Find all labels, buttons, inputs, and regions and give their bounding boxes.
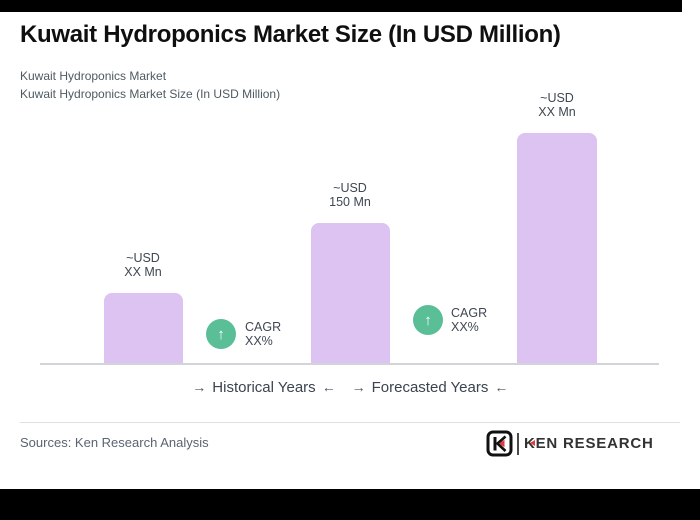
- logo-wordmark: KEN RESEARCH: [524, 435, 654, 452]
- up-arrow-glyph: ↑: [217, 325, 225, 343]
- cagr1-line1: CAGR: [245, 320, 282, 334]
- bar1-label-line1: ~USD: [126, 251, 160, 265]
- ken-research-logo: KEN RESEARCH: [486, 429, 654, 458]
- left-arrow-icon: ←: [321, 379, 336, 395]
- ken-logo-icon: [486, 430, 513, 457]
- cagr2-line1: CAGR: [451, 306, 488, 320]
- right-arrow-icon: →: [351, 379, 366, 395]
- footer-divider: [20, 422, 680, 423]
- axis-label-text: Historical Years: [212, 379, 316, 396]
- logo-wordmark-text: KEN RESEARCH: [524, 435, 654, 452]
- subtitle-line-1: Kuwait Hydroponics Market: [20, 69, 167, 83]
- cagr-up-arrow-icon: ↑: [206, 319, 236, 349]
- bar3-label-line2: XX Mn: [538, 105, 576, 119]
- cagr-up-arrow-icon: ↑: [413, 305, 443, 335]
- logo-k-red-accent-icon: [529, 439, 535, 446]
- sources-text: Sources: Ken Research Analysis: [20, 435, 209, 450]
- bar1-label-line2: XX Mn: [124, 265, 162, 279]
- cagr-badge-historical: CAGR XX%: [245, 320, 281, 348]
- chart-subtitle: Kuwait Hydroponics Market Kuwait Hydropo…: [20, 67, 280, 103]
- left-arrow-icon: ←: [494, 379, 509, 395]
- right-arrow-icon: →: [192, 379, 207, 395]
- bar-current-year: [311, 223, 390, 363]
- cagr1-line2: XX%: [245, 334, 273, 348]
- bar-forecast-end: [517, 133, 597, 363]
- bar-value-label: ~USD 150 Mn: [305, 181, 395, 209]
- x-axis-baseline: [40, 363, 659, 365]
- subtitle-line-2: Kuwait Hydroponics Market Size (In USD M…: [20, 87, 281, 101]
- cagr-badge-forecast: CAGR XX%: [451, 306, 487, 334]
- axis-label-forecasted-years: → Forecasted Years ←: [340, 379, 520, 396]
- bar-value-label: ~USD XX Mn: [98, 251, 188, 279]
- bar2-label-line2: 150 Mn: [329, 195, 371, 209]
- bar3-label-line1: ~USD: [540, 91, 574, 105]
- axis-label-text: Forecasted Years: [371, 379, 489, 396]
- top-black-bar: [0, 0, 682, 12]
- up-arrow-glyph: ↑: [424, 311, 432, 329]
- axis-label-historical-years: → Historical Years ←: [174, 379, 354, 396]
- bar-value-label: ~USD XX Mn: [512, 91, 602, 119]
- bar2-label-line1: ~USD: [333, 181, 367, 195]
- logo-divider: [517, 432, 519, 455]
- bottom-black-bar: [0, 489, 700, 520]
- bar-historical-start: [104, 293, 183, 363]
- cagr2-line2: XX%: [451, 320, 479, 334]
- page-title: Kuwait Hydroponics Market Size (In USD M…: [20, 21, 561, 48]
